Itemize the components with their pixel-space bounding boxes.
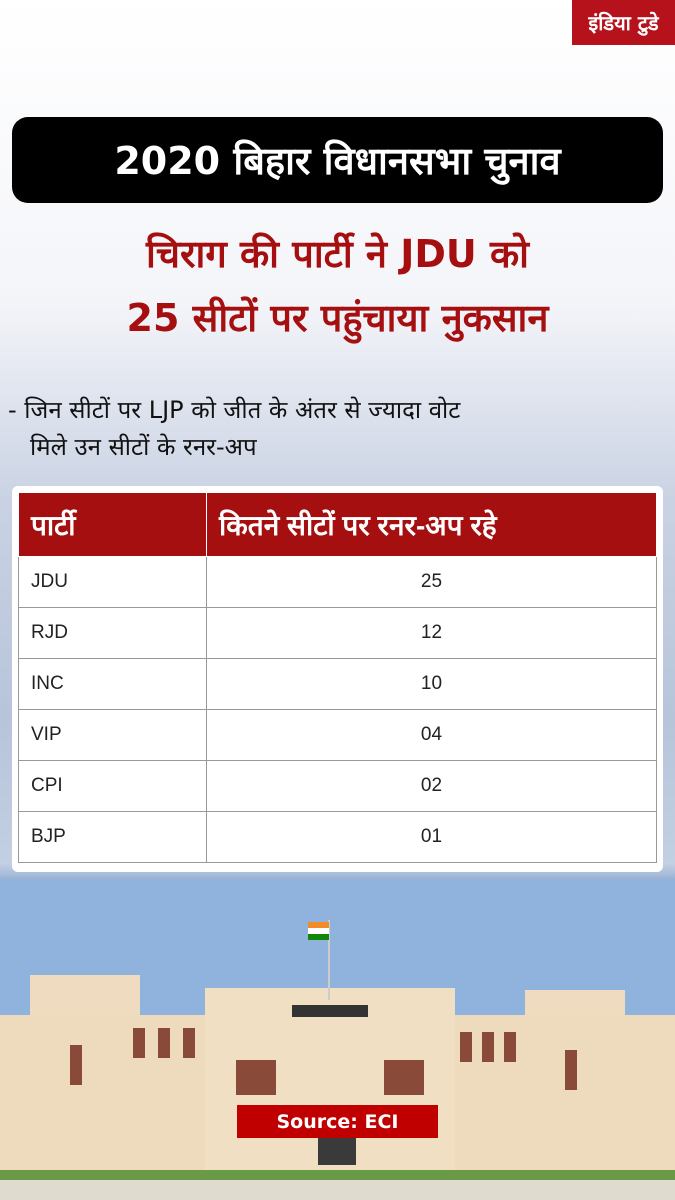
table-row: CPI 02 xyxy=(18,760,657,812)
table-row: JDU 25 xyxy=(18,556,657,608)
table-header: पार्टी कितने सीटों पर रनर-अप रहे xyxy=(18,492,657,557)
table-row: VIP 04 xyxy=(18,709,657,761)
party-cell: INC xyxy=(18,658,207,710)
table-row: INC 10 xyxy=(18,658,657,710)
table-row: RJD 12 xyxy=(18,607,657,659)
note-line-1: - जिन सीटों पर LJP को जीत के अंतर से ज्य… xyxy=(8,396,461,424)
note-line-2: मिले उन सीटों के रनर-अप xyxy=(30,433,257,461)
party-cell: VIP xyxy=(18,709,207,761)
party-cell: CPI xyxy=(18,760,207,812)
seats-cell: 04 xyxy=(206,709,657,761)
party-cell: BJP xyxy=(18,811,207,863)
table-row: BJP 01 xyxy=(18,811,657,863)
assembly-building-photo xyxy=(0,880,675,1200)
party-cell: RJD xyxy=(18,607,207,659)
header-party: पार्टी xyxy=(18,492,207,557)
headline-line-1: चिराग की पार्टी ने JDU को xyxy=(146,232,529,276)
header-seats: कितने सीटों पर रनर-अप रहे xyxy=(206,492,657,557)
seats-cell: 12 xyxy=(206,607,657,659)
runner-up-table: पार्टी कितने सीटों पर रनर-अप रहे JDU 25 RJ… xyxy=(12,486,663,872)
headline: चिराग की पार्टी ने JDU को 25 सीटों पर पह… xyxy=(0,222,675,350)
seats-cell: 01 xyxy=(206,811,657,863)
seats-cell: 10 xyxy=(206,658,657,710)
headline-line-2: 25 सीटों पर पहुंचाया नुकसान xyxy=(126,296,549,340)
page-title: 2020 बिहार विधानसभा चुनाव xyxy=(12,117,663,203)
party-cell: JDU xyxy=(18,556,207,608)
note: - जिन सीटों पर LJP को जीत के अंतर से ज्य… xyxy=(8,392,668,466)
seats-cell: 02 xyxy=(206,760,657,812)
india-today-logo: इंडिया टुडे xyxy=(572,0,675,45)
source-label: Source: ECI xyxy=(237,1105,438,1138)
seats-cell: 25 xyxy=(206,556,657,608)
